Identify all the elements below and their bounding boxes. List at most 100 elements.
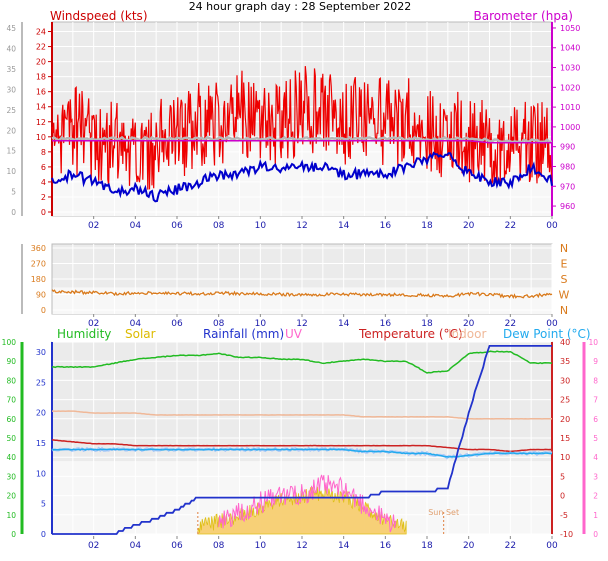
barometer-tick-label: 1020 xyxy=(560,83,580,92)
sunset-label: Sun Set xyxy=(428,508,459,517)
windspeed-tick-label: 6 xyxy=(41,163,46,172)
uv-tick-label: 1 xyxy=(593,511,598,520)
compass-label: E xyxy=(561,258,568,271)
compass-label: W xyxy=(559,289,570,302)
temperature-tick-label: 35 xyxy=(560,357,570,366)
direction-tick-label: 270 xyxy=(31,260,46,269)
windspeed-outer-tick-label: 20 xyxy=(6,126,16,135)
temperature-tick-label: 15 xyxy=(560,434,570,443)
windspeed-tick-label: 20 xyxy=(36,58,46,67)
compass-label: N xyxy=(560,304,568,317)
windspeed-average-line xyxy=(51,151,553,203)
x-tick-label: 14 xyxy=(338,221,350,231)
rainfall-tick-label: 25 xyxy=(36,378,46,387)
barometer-series-line xyxy=(52,140,552,144)
windspeed-outer-tick-label: 10 xyxy=(6,167,16,176)
direction-tick-label: 180 xyxy=(31,275,46,284)
humidity-tick-label: 10 xyxy=(6,511,16,520)
temperature-tick-label: -5 xyxy=(560,511,568,520)
windspeed-axis-title: Windspeed (kts) xyxy=(50,9,148,23)
data-series xyxy=(51,66,553,535)
x-tick-label: 08 xyxy=(213,541,225,551)
x-tick-label: 22 xyxy=(505,221,516,231)
rainfall-tick-label: 5 xyxy=(41,500,46,509)
indoor-series-line xyxy=(52,410,553,420)
windspeed-outer-tick-label: 40 xyxy=(6,45,16,54)
barometer-axis-title: Barometer (hpa) xyxy=(474,9,573,23)
x-tick-label: 12 xyxy=(296,221,307,231)
windspeed-outer-tick-label: 35 xyxy=(6,65,16,74)
temperature-tick-label: -10 xyxy=(560,530,573,539)
compass-label: S xyxy=(561,273,568,286)
windspeed-outer-tick-label: 45 xyxy=(6,24,16,33)
temperature-tick-label: 0 xyxy=(560,492,565,501)
wind-direction-line xyxy=(51,289,553,299)
x-tick-label: 08 xyxy=(213,319,225,329)
humidity-tick-label: 60 xyxy=(6,415,16,424)
temperature-tick-label: 20 xyxy=(560,415,570,424)
humidity-tick-label: 80 xyxy=(6,376,16,385)
uv-series-line xyxy=(218,474,397,533)
windspeed-outer-tick-label: 30 xyxy=(6,85,16,94)
windspeed-tick-label: 16 xyxy=(36,88,46,97)
rainfall-series-line xyxy=(52,345,552,535)
windspeed-tick-label: 8 xyxy=(41,148,46,157)
temperature-tick-label: 25 xyxy=(560,396,570,405)
chart-title: 24 hour graph day : 28 September 2022 xyxy=(189,0,412,13)
windspeed-outer-tick-label: 25 xyxy=(6,106,16,115)
barometer-tick-label: 970 xyxy=(560,182,575,191)
x-tick-label: 18 xyxy=(421,541,433,551)
temperature-tick-label: 40 xyxy=(560,338,570,347)
x-tick-label: 14 xyxy=(338,319,350,329)
windspeed-outer-tick-label: 0 xyxy=(11,208,16,217)
dewpoint-series-line xyxy=(51,448,553,458)
windspeed-tick-label: 10 xyxy=(36,133,46,142)
x-tick-label: 12 xyxy=(296,319,307,329)
x-tick-label: 04 xyxy=(130,221,142,231)
windspeed-tick-label: 4 xyxy=(41,178,46,187)
legend-temperature: Temperature (°C) xyxy=(358,327,463,341)
barometer-tick-label: 1000 xyxy=(560,123,580,132)
barometer-tick-label: 980 xyxy=(560,162,575,171)
barometer-tick-label: 1040 xyxy=(560,44,580,53)
x-tick-label: 06 xyxy=(171,319,183,329)
temperature-tick-label: 30 xyxy=(560,376,570,385)
windspeed-outer-tick-label: 15 xyxy=(6,147,16,156)
uv-tick-label: 8 xyxy=(593,376,598,385)
x-tick-label: 16 xyxy=(380,221,392,231)
x-tick-label: 10 xyxy=(255,319,267,329)
legend-indoor: Indoor xyxy=(448,327,486,341)
legend-dewpoint: Dew Point (°C) xyxy=(503,327,591,341)
windspeed-outer-tick-label: 5 xyxy=(11,188,16,197)
x-tick-label: 06 xyxy=(171,541,183,551)
humidity-tick-label: 20 xyxy=(6,492,16,501)
legend-uv: UV xyxy=(285,327,303,341)
uv-tick-label: 10 xyxy=(588,338,598,347)
temperature-tick-label: 10 xyxy=(560,453,570,462)
uv-tick-label: 4 xyxy=(593,453,598,462)
barometer-tick-label: 1050 xyxy=(560,24,580,33)
barometer-tick-label: 1030 xyxy=(560,64,580,73)
x-tick-label: 18 xyxy=(421,319,433,329)
x-tick-label: 04 xyxy=(130,541,142,551)
x-tick-label: 00 xyxy=(546,221,558,231)
barometer-band-line xyxy=(51,135,553,144)
temperature-tick-label: 5 xyxy=(560,472,565,481)
x-tick-label: 14 xyxy=(338,541,350,551)
windspeed-tick-label: 14 xyxy=(36,103,46,112)
x-tick-label: 20 xyxy=(463,319,475,329)
humidity-tick-label: 30 xyxy=(6,472,16,481)
barometer-tick-label: 990 xyxy=(560,143,575,152)
windspeed-tick-label: 2 xyxy=(41,193,46,202)
tick-labels: 0246810121416182022240510152025303540459… xyxy=(2,24,599,551)
uv-tick-label: 5 xyxy=(593,434,598,443)
uv-tick-label: 7 xyxy=(593,396,598,405)
humidity-tick-label: 50 xyxy=(6,434,16,443)
uv-tick-label: 2 xyxy=(593,492,598,501)
x-tick-label: 16 xyxy=(380,319,392,329)
x-tick-label: 02 xyxy=(88,319,99,329)
windspeed-tick-label: 24 xyxy=(36,28,46,37)
direction-tick-label: 0 xyxy=(41,306,46,315)
